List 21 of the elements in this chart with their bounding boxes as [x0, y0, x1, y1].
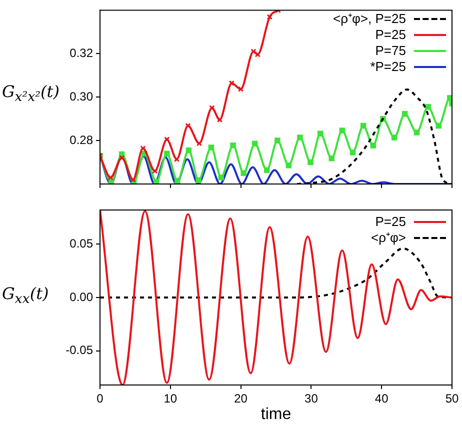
y-axis-title: G$_{x²x²}$(t) — [2, 82, 60, 105]
y-tick-label: 0.00 — [70, 290, 94, 304]
y-tick-label: -0.05 — [66, 343, 94, 358]
x-tick-label: 10 — [164, 392, 178, 406]
y-tick-label: 0.28 — [70, 132, 94, 147]
legend-label: P=25 — [375, 27, 406, 43]
x-tick-label: 20 — [234, 392, 248, 406]
x-tick-label: 40 — [374, 392, 389, 406]
x-tick-label: 30 — [304, 392, 318, 406]
y-tick-label: 0.32 — [70, 46, 94, 60]
legend-label: <ρ⁺φ> — [370, 230, 406, 246]
legend-label: *P=25 — [370, 59, 406, 75]
x-tick-label: 0 — [96, 392, 104, 406]
x-axis-title: time — [260, 406, 292, 423]
y-tick-label: 0.05 — [70, 236, 94, 250]
legend-label: <ρ⁺φ>, P=25 — [333, 11, 406, 27]
y-tick-label: 0.30 — [70, 89, 94, 104]
legend-label: P=25 — [375, 214, 406, 230]
legend-label: P=75 — [375, 43, 406, 59]
x-tick-label: 50 — [445, 392, 459, 406]
y-axis-title: G$_{xx}$(t) — [2, 284, 49, 307]
